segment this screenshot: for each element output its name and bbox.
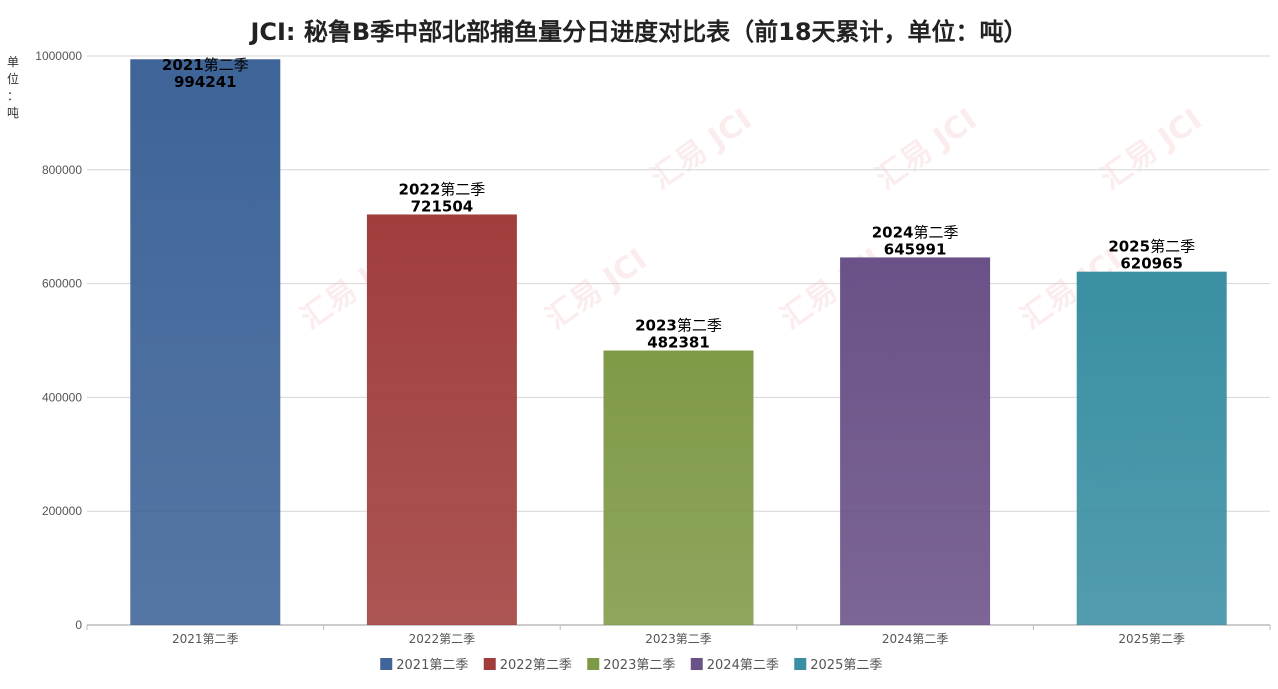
bar[interactable] — [603, 350, 754, 625]
x-tick-label: 2021第二季 — [172, 632, 239, 646]
legend-label: 2021第二季 — [396, 658, 468, 673]
bar[interactable] — [130, 59, 281, 626]
y-tick-label: 0 — [75, 618, 82, 632]
legend-item[interactable]: 2025第二季 — [794, 658, 882, 673]
y-axis-ticks: 0 200000 400000 600000 800000 1000000 — [35, 49, 82, 632]
x-tick-label: 2022第二季 — [409, 632, 476, 646]
legend-label: 2023第二季 — [603, 658, 675, 673]
data-label-name: 2022第二季 — [399, 180, 486, 198]
legend-item[interactable]: 2023第二季 — [587, 658, 675, 673]
legend-swatch — [483, 658, 496, 670]
legend: 2021第二季 2022第二季 2023第二季 2024第二季 2025第二季 — [380, 658, 882, 673]
data-label-value: 482381 — [647, 334, 710, 352]
watermark-logo: 汇易 JCI — [1095, 102, 1209, 197]
data-label-name: 2024第二季 — [872, 223, 959, 241]
legend-label: 2025第二季 — [810, 658, 882, 673]
legend-label: 2022第二季 — [500, 658, 572, 673]
y-axis-label-char: 单 — [7, 55, 19, 69]
watermark-logo: 汇易 JCI — [870, 102, 984, 197]
y-axis-label-char: ： — [7, 89, 19, 103]
legend-swatch — [380, 658, 393, 670]
y-tick-label: 1000000 — [35, 49, 82, 63]
legend-swatch — [794, 658, 807, 670]
data-label-value: 620965 — [1120, 255, 1183, 273]
x-tick-label: 2023第二季 — [645, 632, 712, 646]
legend-label: 2024第二季 — [707, 658, 779, 673]
bar[interactable] — [1076, 271, 1227, 625]
y-axis-label-char: 位 — [7, 71, 19, 86]
x-tick-label: 2025第二季 — [1118, 632, 1185, 646]
y-tick-label: 400000 — [42, 390, 82, 404]
chart-title: JCI: 秘鲁B季中部北部捕鱼量分日进度对比表（前18天累计，单位：吨） — [248, 18, 1027, 46]
legend-swatch — [587, 658, 600, 670]
y-tick-label: 800000 — [42, 163, 82, 177]
watermark-logo: 汇易 JCI — [645, 102, 759, 197]
data-label-name: 2023第二季 — [635, 317, 722, 335]
bar[interactable] — [840, 257, 991, 625]
bars — [130, 59, 1227, 626]
y-tick-label: 200000 — [42, 504, 82, 518]
x-axis-ticks: 2021第二季 2022第二季 2023第二季 2024第二季 2025第二季 — [86, 625, 1271, 646]
data-label-name: 2025第二季 — [1108, 238, 1195, 256]
data-label-value: 645991 — [884, 240, 947, 258]
legend-item[interactable]: 2022第二季 — [483, 658, 572, 673]
bar[interactable] — [366, 214, 517, 625]
y-axis-label-char: 吨 — [7, 106, 19, 120]
y-tick-label: 600000 — [42, 277, 82, 291]
legend-item[interactable]: 2021第二季 — [380, 658, 468, 673]
data-label-name: 2021第二季 — [162, 56, 249, 74]
y-axis-label: 单位 ： 吨 — [7, 55, 19, 120]
x-tick-label: 2024第二季 — [882, 632, 949, 646]
legend-item[interactable]: 2024第二季 — [690, 658, 779, 673]
data-label-value: 721504 — [411, 197, 474, 215]
legend-swatch — [690, 658, 703, 670]
data-label-value: 994241 — [174, 73, 237, 91]
